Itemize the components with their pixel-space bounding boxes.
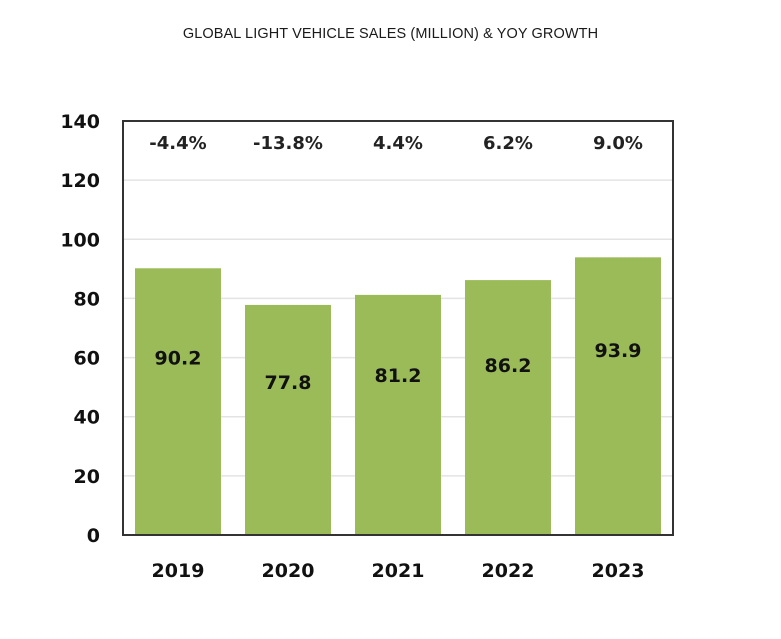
y-tick-label: 100 [60, 229, 100, 251]
bar-value-label: 77.8 [265, 372, 312, 394]
plot-border [122, 120, 674, 536]
bar-value-label: 81.2 [375, 365, 422, 387]
x-tick-label: 2020 [262, 560, 315, 582]
y-tick-label: 40 [74, 407, 100, 429]
x-tick-label: 2021 [372, 560, 425, 582]
yoy-growth-labels: -4.4% -13.8% 4.4% 6.2% 9.0% [149, 133, 643, 154]
bar-2022 [465, 280, 551, 535]
yoy-growth-label: -13.8% [253, 133, 323, 154]
bars [135, 257, 661, 535]
yoy-growth-label: 9.0% [593, 133, 643, 154]
bar-value-label: 86.2 [485, 355, 532, 377]
bar-value-label: 90.2 [155, 347, 202, 369]
y-tick-label: 0 [87, 525, 100, 547]
x-tick-label: 2022 [482, 560, 535, 582]
yoy-growth-label: 4.4% [373, 133, 423, 154]
x-tick-label: 2019 [152, 560, 205, 582]
bar-2019 [135, 268, 221, 535]
plot-frame [122, 120, 674, 536]
y-tick-label: 60 [74, 348, 100, 370]
x-axis-tick-labels: 2019 2020 2021 2022 2023 [152, 560, 645, 582]
bar-2023 [575, 257, 661, 535]
bar-value-labels: 90.2 77.8 81.2 86.2 93.9 [155, 340, 642, 394]
y-tick-label: 20 [74, 466, 100, 488]
yoy-growth-label: -4.4% [149, 133, 206, 154]
y-tick-label: 120 [60, 170, 100, 192]
x-tick-label: 2023 [592, 560, 645, 582]
chart-title: GLOBAL LIGHT VEHICLE SALES (MILLION) & Y… [182, 26, 599, 42]
y-axis-tick-labels: 0 20 40 60 80 100 120 140 [60, 111, 100, 547]
y-tick-label: 140 [60, 111, 100, 133]
bar-2020 [245, 304, 331, 535]
yoy-growth-label: 6.2% [483, 133, 533, 154]
bar-2021 [355, 294, 441, 535]
y-tick-label: 80 [74, 288, 100, 310]
bar-value-label: 93.9 [595, 340, 642, 362]
